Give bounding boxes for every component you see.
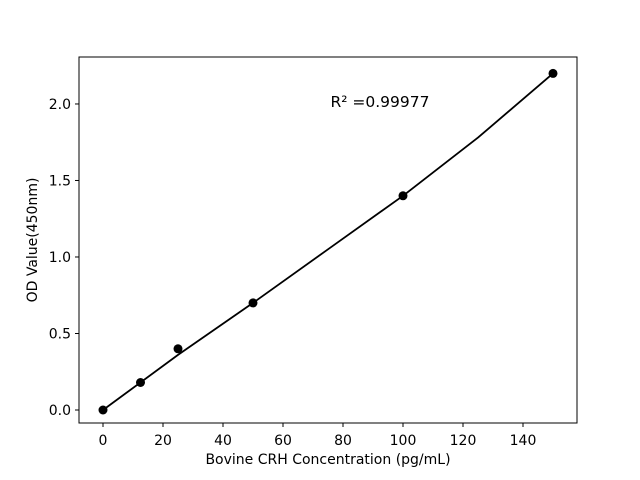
x-tick-label: 140 xyxy=(510,433,537,449)
y-tick-label: 1.0 xyxy=(49,250,71,266)
x-tick-label: 40 xyxy=(214,433,232,449)
y-tick-label: 0.0 xyxy=(49,403,71,419)
y-tick-label: 0.5 xyxy=(49,326,71,342)
plot-frame xyxy=(78,56,578,424)
x-tick-label: 60 xyxy=(274,433,292,449)
y-axis-label: OD Value(450nm) xyxy=(25,178,41,303)
x-tick-label: 120 xyxy=(450,433,477,449)
x-tick-label: 100 xyxy=(390,433,417,449)
x-tick-label: 0 xyxy=(99,433,108,449)
r-squared-annotation: R² =0.99977 xyxy=(331,93,430,111)
y-tick-label: 1.5 xyxy=(49,173,71,189)
x-axis-label: Bovine CRH Concentration (pg/mL) xyxy=(205,452,450,468)
x-tick-label: 20 xyxy=(154,433,172,449)
x-tick-label: 80 xyxy=(334,433,352,449)
plot-area: 0 20 40 60 80 100 120 140 0.0 0.5 1.0 1.5 2.0 xyxy=(49,56,578,449)
fit-line xyxy=(102,72,554,411)
y-tick-label: 2.0 xyxy=(49,97,71,113)
data-point xyxy=(173,344,183,354)
